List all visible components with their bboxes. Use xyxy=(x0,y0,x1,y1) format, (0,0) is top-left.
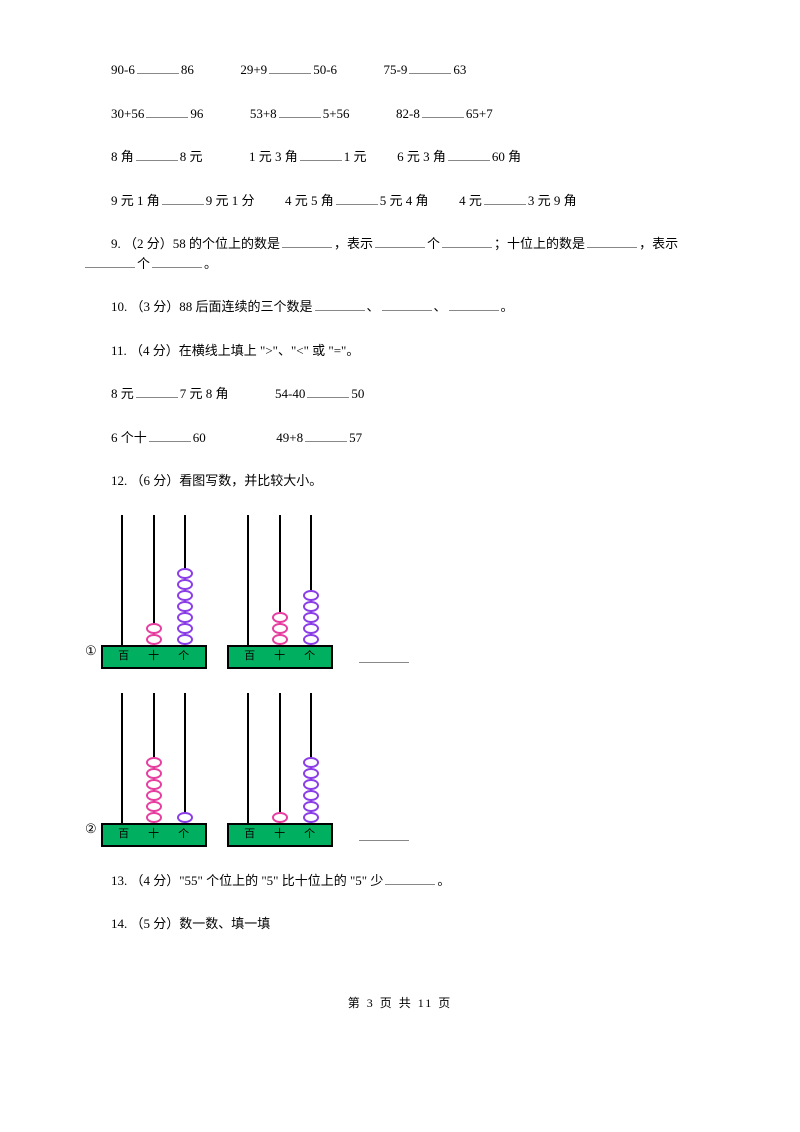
blank[interactable] xyxy=(146,104,188,118)
blank[interactable] xyxy=(336,191,378,205)
blank[interactable] xyxy=(85,254,135,268)
q9-text: 9. （2 分）58 的个位上的数是 xyxy=(111,236,280,251)
blank[interactable] xyxy=(279,104,321,118)
question-12-title: 12. （6 分）看图写数，并比较大小。 xyxy=(85,471,715,491)
blank[interactable] xyxy=(300,147,342,161)
blank[interactable] xyxy=(359,649,409,663)
rhs: 8 元 xyxy=(180,149,203,164)
rhs: 3 元 9 角 xyxy=(528,193,577,208)
q11-title-text: 11. （4 分）在横线上填上 ">"、"<" 或 "="。 xyxy=(111,343,359,358)
compare-row-4: 9 元 1 角 9 元 1 分 4 元 5 角 5 元 4 角 4 元 3 元 9 角 xyxy=(85,191,715,211)
blank[interactable] xyxy=(269,60,311,74)
blank[interactable] xyxy=(305,428,347,442)
lhs: 1 元 3 角 xyxy=(249,149,298,164)
q10-text: 10. （3 分）88 后面连续的三个数是 xyxy=(111,299,313,314)
blank[interactable] xyxy=(375,234,425,248)
question-10: 10. （3 分）88 后面连续的三个数是 、 、 。 xyxy=(85,297,715,317)
lhs: 49+8 xyxy=(276,430,303,445)
rhs: 50 xyxy=(351,386,364,401)
q11-row-2: 6 个十 60 49+8 57 xyxy=(85,428,715,448)
blank[interactable] xyxy=(422,104,464,118)
abacus: 百十个 xyxy=(101,515,207,669)
blank[interactable] xyxy=(409,60,451,74)
q13-text: 。 xyxy=(437,873,450,888)
lhs: 6 元 3 角 xyxy=(397,149,446,164)
question-14: 14. （5 分）数一数、填一填 xyxy=(85,914,715,934)
abacus: 百十个 xyxy=(227,515,333,669)
footer-text: 第 3 页 共 11 页 xyxy=(348,996,453,1010)
sep: 、 xyxy=(367,299,380,314)
lhs: 90-6 xyxy=(111,62,135,77)
lhs: 4 元 5 角 xyxy=(285,193,334,208)
blank[interactable] xyxy=(587,234,637,248)
lhs: 4 元 xyxy=(459,193,482,208)
compare-row-3: 8 角 8 元 1 元 3 角 1 元 6 元 3 角 60 角 xyxy=(85,147,715,167)
rhs: 65+7 xyxy=(466,106,493,121)
rhs: 86 xyxy=(181,62,194,77)
lhs: 8 角 xyxy=(111,149,134,164)
rhs: 5 元 4 角 xyxy=(380,193,429,208)
q13-text: 13. （4 分）"55" 个位上的 "5" 比十位上的 "5" 少 xyxy=(111,873,383,888)
abacus-row-1: ① 百十个 百十个 xyxy=(85,515,715,669)
rhs: 1 元 xyxy=(344,149,367,164)
page-footer: 第 3 页 共 11 页 xyxy=(85,994,715,1012)
q9-text: ；十位上的数是 xyxy=(494,236,585,251)
blank[interactable] xyxy=(162,191,204,205)
rhs: 60 角 xyxy=(492,149,521,164)
lhs: 6 个十 xyxy=(111,430,147,445)
lhs: 29+9 xyxy=(240,62,267,77)
lhs: 9 元 1 角 xyxy=(111,193,160,208)
blank[interactable] xyxy=(136,384,178,398)
lhs: 53+8 xyxy=(250,106,277,121)
worksheet-page: 90-6 86 29+9 50-6 75-9 63 30+56 96 53+8 5+56 … xyxy=(0,0,800,1052)
q11-row-1: 8 元 7 元 8 角 54-40 50 xyxy=(85,384,715,404)
compare-row-1: 90-6 86 29+9 50-6 75-9 63 xyxy=(85,60,715,80)
q10-text: 。 xyxy=(501,299,514,314)
question-9: 9. （2 分）58 的个位上的数是，表示个；十位上的数是，表示 个。 xyxy=(85,234,715,273)
rhs: 9 元 1 分 xyxy=(206,193,255,208)
abacus-row-2: ② 百十个 百十个 xyxy=(85,693,715,847)
sep: 、 xyxy=(434,299,447,314)
blank[interactable] xyxy=(136,147,178,161)
compare-row-2: 30+56 96 53+8 5+56 82-8 65+7 xyxy=(85,104,715,124)
rhs: 57 xyxy=(349,430,362,445)
blank[interactable] xyxy=(359,827,409,841)
blank[interactable] xyxy=(315,297,365,311)
lhs: 54-40 xyxy=(275,386,305,401)
q9-text: ，表示 xyxy=(639,236,678,251)
q9-text: 个 xyxy=(137,256,150,271)
blank[interactable] xyxy=(484,191,526,205)
blank[interactable] xyxy=(152,254,202,268)
lhs: 75-9 xyxy=(384,62,408,77)
rhs: 5+56 xyxy=(323,106,350,121)
rhs: 7 元 8 角 xyxy=(180,386,229,401)
q12-title-text: 12. （6 分）看图写数，并比较大小。 xyxy=(111,473,322,488)
rhs: 50-6 xyxy=(313,62,337,77)
blank[interactable] xyxy=(282,234,332,248)
lhs: 82-8 xyxy=(396,106,420,121)
q14-text: 14. （5 分）数一数、填一填 xyxy=(111,916,270,931)
blank[interactable] xyxy=(385,871,435,885)
lhs: 30+56 xyxy=(111,106,144,121)
question-13: 13. （4 分）"55" 个位上的 "5" 比十位上的 "5" 少 。 xyxy=(85,871,715,891)
blank[interactable] xyxy=(382,297,432,311)
row-label-2: ② xyxy=(85,819,97,839)
blank[interactable] xyxy=(149,428,191,442)
blank[interactable] xyxy=(448,147,490,161)
q9-text: ，表示 xyxy=(334,236,373,251)
lhs: 8 元 xyxy=(111,386,134,401)
q9-text: 。 xyxy=(204,256,217,271)
abacus: 百十个 xyxy=(227,693,333,847)
blank[interactable] xyxy=(137,60,179,74)
rhs: 60 xyxy=(193,430,206,445)
blank[interactable] xyxy=(449,297,499,311)
rhs: 63 xyxy=(453,62,466,77)
abacus: 百十个 xyxy=(101,693,207,847)
row-label-1: ① xyxy=(85,641,97,661)
blank[interactable] xyxy=(307,384,349,398)
q9-text: 个 xyxy=(427,236,440,251)
question-11-title: 11. （4 分）在横线上填上 ">"、"<" 或 "="。 xyxy=(85,341,715,361)
blank[interactable] xyxy=(442,234,492,248)
rhs: 96 xyxy=(190,106,203,121)
